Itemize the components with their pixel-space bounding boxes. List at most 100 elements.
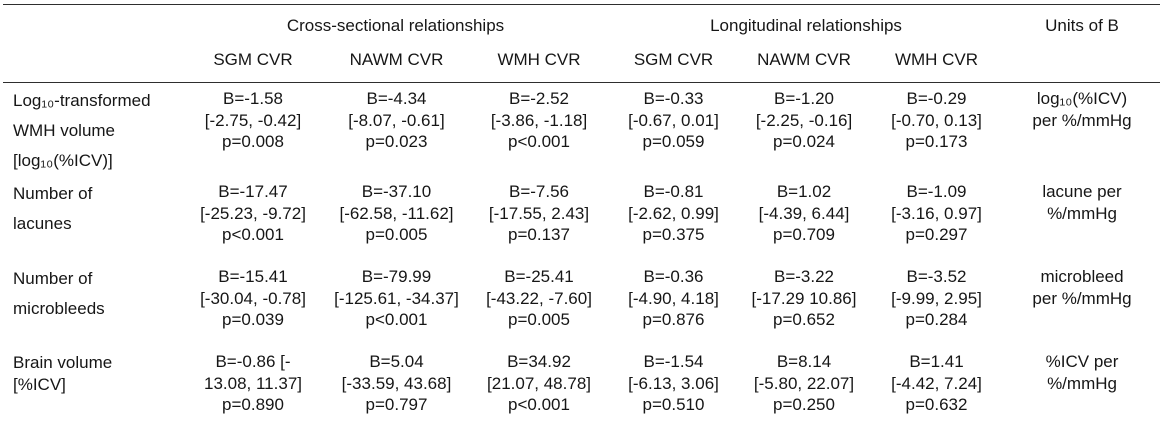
p-value: p=0.632	[905, 395, 968, 414]
b-value: B=-1.54	[643, 352, 704, 371]
ci-value: [-0.67, 0.01]	[628, 110, 719, 130]
p-value: p=0.375	[642, 225, 705, 244]
stat-cell: B=34.92 [21.07, 48.78] p<0.001	[470, 346, 608, 424]
stat-cell: B=-1.54 [-6.13, 3.06] p=0.510	[608, 346, 739, 424]
row-label: Brain volume [%ICV]	[3, 346, 183, 424]
group-header-row: Cross-sectional relationships Longitudin…	[3, 5, 1160, 44]
b-value: B=1.41	[909, 352, 964, 371]
stat-cell: B=-4.34 [-8.07, -0.61] p=0.023	[323, 83, 470, 177]
ci-value: [-25.23, -9.72]	[200, 203, 306, 223]
units-cell: microbleed per %/mmHg	[1004, 261, 1160, 346]
units-of-b-header: Units of B	[1045, 15, 1119, 35]
b-value: B=8.14	[776, 352, 832, 371]
units-line: microbleed	[1040, 267, 1124, 286]
b-value: B=-15.41	[218, 267, 288, 286]
b-value: B=-3.22	[774, 267, 835, 286]
p-value: p=0.284	[905, 310, 968, 329]
stat-cell: B=-25.41 [-43.22, -7.60] p=0.005	[470, 261, 608, 346]
ci-value: [-62.58, -11.62]	[339, 203, 454, 223]
ci-value: [-33.59, 43.68]	[341, 373, 452, 393]
row-label-line: Brain volume	[13, 353, 113, 372]
col-header-sgm-cvr-long: SGM CVR	[608, 43, 740, 83]
units-line: %/mmHg	[1047, 203, 1117, 223]
ci-value: [-4.90, 4.18]	[628, 288, 719, 308]
b-value: B=-2.52	[509, 89, 570, 108]
b-value: B=-1.20	[774, 89, 835, 108]
row-label-line: microbleeds	[13, 299, 105, 318]
row-label-line: WMH volume	[13, 121, 116, 140]
row-label-line: [log₁₀(%ICV)]	[13, 151, 113, 170]
b-value: B=-0.81	[643, 182, 704, 201]
stat-cell: B=-0.36 [-4.90, 4.18] p=0.876	[608, 261, 739, 346]
p-value: p=0.059	[642, 132, 705, 151]
col-header-wmh-cvr-long: WMH CVR	[869, 43, 1005, 83]
p-value: p=0.024	[773, 132, 835, 151]
ci-value: [-6.13, 3.06]	[628, 373, 719, 393]
b-value: B=-25.41	[504, 267, 574, 286]
p-value: p<0.001	[508, 395, 570, 414]
p-value: p=0.652	[773, 310, 835, 329]
p-value: p=0.709	[773, 225, 835, 244]
units-line: per %/mmHg	[1032, 288, 1132, 308]
row-label: Number of lacunes	[3, 176, 183, 261]
b-value: B=-1.09	[906, 182, 967, 201]
ci-value: [-8.07, -0.61]	[348, 110, 445, 130]
header-spacer	[3, 5, 183, 44]
stat-cell: B=-37.10 [-62.58, -11.62] p=0.005	[323, 176, 470, 261]
p-value: p=0.137	[508, 225, 570, 244]
b-value: B=-0.86 [-	[215, 352, 291, 371]
ci-value: [21.07, 48.78]	[487, 373, 591, 393]
group-header-cross-sectional: Cross-sectional relationships	[286, 15, 505, 35]
p-value: p=0.005	[508, 310, 570, 329]
stat-cell: B=-7.56 [-17.55, 2.43] p=0.137	[470, 176, 608, 261]
stat-cell: B=-15.41 [-30.04, -0.78] p=0.039	[183, 261, 323, 346]
ci-value: [-0.70, 0.13]	[891, 110, 982, 130]
table-row-brain-volume: Brain volume [%ICV] B=-0.86 [- 13.08, 11…	[3, 346, 1160, 424]
b-value: B=-1.58	[222, 89, 283, 108]
col-header-wmh-cvr-cross: WMH CVR	[470, 43, 609, 83]
col-header-sgm-cvr-cross: SGM CVR	[183, 43, 323, 83]
b-value: B=-79.99	[361, 267, 432, 286]
p-value: p=0.039	[222, 310, 284, 329]
ci-value: [-30.04, -0.78]	[200, 288, 306, 308]
header-spacer	[3, 43, 183, 83]
stat-cell: B=-0.86 [- 13.08, 11.37] p=0.890	[183, 346, 323, 424]
col-header-nawm-cvr-cross: NAWM CVR	[323, 43, 470, 83]
b-value: B=-37.10	[361, 182, 432, 201]
stat-cell: B=5.04 [-33.59, 43.68] p=0.797	[323, 346, 470, 424]
ci-value: [-3.16, 0.97]	[891, 203, 982, 223]
row-label-line: Number of	[13, 269, 93, 288]
p-value: p<0.001	[365, 310, 428, 329]
ci-value: [-4.42, 7.24]	[891, 373, 982, 393]
b-value: B=-17.47	[218, 182, 288, 201]
p-value: p=0.250	[773, 395, 835, 414]
ci-value: [-2.62, 0.99]	[628, 203, 719, 223]
stat-cell: B=-79.99 [-125.61, -34.37] p<0.001	[323, 261, 470, 346]
b-value: B=34.92	[507, 352, 571, 371]
ci-value: [-3.86, -1.18]	[490, 110, 588, 130]
stat-cell: B=-1.09 [-3.16, 0.97] p=0.297	[869, 176, 1004, 261]
b-value: B=-4.34	[366, 89, 427, 108]
stat-cell: B=-0.81 [-2.62, 0.99] p=0.375	[608, 176, 739, 261]
row-label: Log₁₀-transformed WMH volume [log₁₀(%ICV…	[3, 83, 183, 177]
p-value: p=0.876	[642, 310, 705, 329]
stat-cell: B=-0.33 [-0.67, 0.01] p=0.059	[608, 83, 739, 177]
row-label-line: [%ICV]	[13, 375, 66, 394]
row-label-line: Number of	[13, 184, 93, 203]
ci-value: [-2.25, -0.16]	[755, 110, 853, 130]
b-value: B=-3.52	[906, 267, 967, 286]
ci-value: [-17.29 10.86]	[751, 288, 857, 308]
ci-value: [-2.75, -0.42]	[204, 110, 302, 130]
ci-value: [-9.99, 2.95]	[891, 288, 982, 308]
units-line: %/mmHg	[1047, 373, 1117, 393]
units-line: per %/mmHg	[1032, 110, 1132, 130]
p-value: p=0.008	[222, 132, 284, 151]
p-value: p=0.297	[905, 225, 968, 244]
ci-value: [-5.80, 22.07]	[753, 373, 855, 393]
b-value: B=5.04	[369, 352, 424, 371]
ci-value: 13.08, 11.37]	[204, 373, 302, 393]
stat-cell: B=-0.29 [-0.70, 0.13] p=0.173	[869, 83, 1004, 177]
row-label: Number of microbleeds	[3, 261, 183, 346]
units-cell: lacune per %/mmHg	[1004, 176, 1160, 261]
